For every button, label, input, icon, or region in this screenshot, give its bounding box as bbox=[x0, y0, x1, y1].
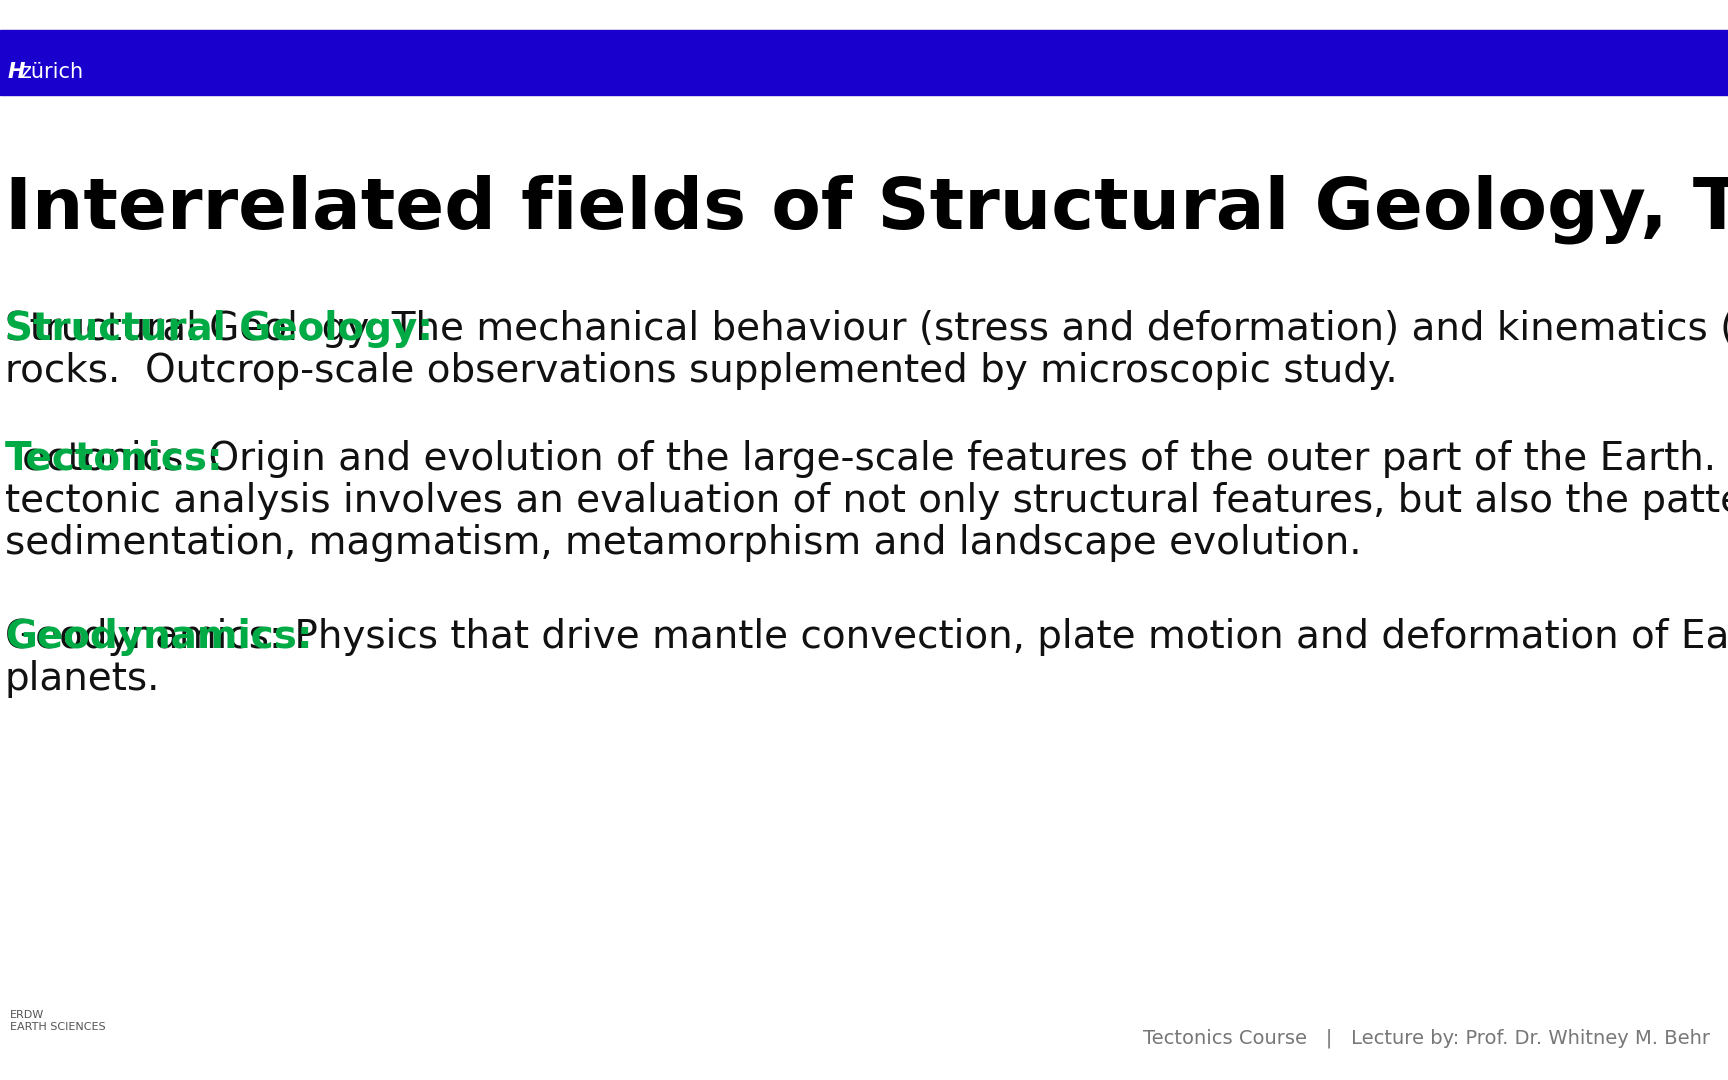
Text: ERDW
EARTH SCIENCES: ERDW EARTH SCIENCES bbox=[10, 1010, 105, 1031]
Text: Structural Geology:: Structural Geology: bbox=[5, 310, 434, 348]
Text: Tectonics:: Tectonics: bbox=[5, 440, 223, 478]
Text: Geodynamics: Physics that drive mantle convection, plate motion and deformation : Geodynamics: Physics that drive mantle c… bbox=[5, 618, 1728, 656]
Bar bbox=[0, 30, 1728, 95]
Text: Tectonics: Origin and evolution of the large-scale features of the outer part of: Tectonics: Origin and evolution of the l… bbox=[5, 440, 1728, 478]
Text: sedimentation, magmatism, metamorphism and landscape evolution.: sedimentation, magmatism, metamorphism a… bbox=[5, 524, 1362, 562]
Text: tectonic analysis involves an evaluation of not only structural features, but al: tectonic analysis involves an evaluation… bbox=[5, 482, 1728, 519]
Text: rocks.  Outcrop-scale observations supplemented by microscopic study.: rocks. Outcrop-scale observations supple… bbox=[5, 352, 1398, 390]
Text: Structural Geology: The mechanical behaviour (stress and deformation) and kinema: Structural Geology: The mechanical behav… bbox=[5, 310, 1728, 348]
Text: planets.: planets. bbox=[5, 660, 161, 698]
Text: Tectonics Course   |   Lecture by: Prof. Dr. Whitney M. Behr: Tectonics Course | Lecture by: Prof. Dr.… bbox=[1142, 1028, 1711, 1048]
Text: Geodynamics:: Geodynamics: bbox=[5, 618, 313, 656]
Text: zürich: zürich bbox=[21, 63, 83, 82]
Text: Interrelated fields of Structural Geology, Tectonics & Geodynamics: Interrelated fields of Structural Geolog… bbox=[5, 175, 1728, 244]
Text: H: H bbox=[9, 63, 26, 82]
